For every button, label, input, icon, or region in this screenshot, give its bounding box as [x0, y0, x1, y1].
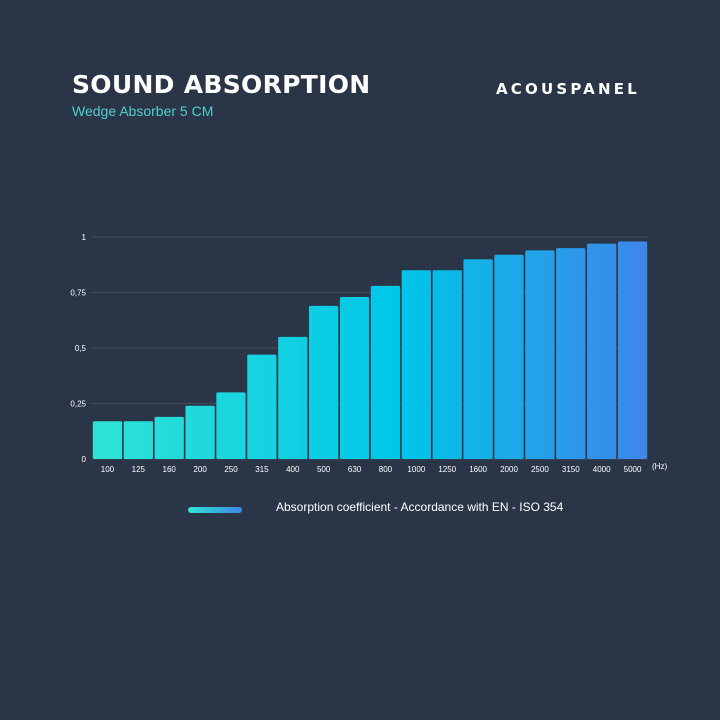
- y-tick-label: 0: [82, 455, 87, 464]
- x-tick-label: 800: [379, 465, 393, 474]
- bar-2500: [525, 250, 555, 459]
- bar-250: [216, 392, 246, 459]
- y-tick-label: 0,25: [70, 400, 86, 409]
- x-tick-label: 1600: [469, 465, 487, 474]
- x-axis-ticks: 100 125 160 200 250 315 400 500 630 800 1000 1250 16…: [101, 465, 642, 474]
- x-tick-label: 3150: [562, 465, 580, 474]
- bars: [92, 241, 648, 459]
- bar-2000: [494, 254, 524, 459]
- x-tick-label: 160: [163, 465, 177, 474]
- x-tick-label: 200: [193, 465, 207, 474]
- grid-lines: [92, 236, 648, 460]
- x-tick-label: 630: [348, 465, 362, 474]
- bar-1250: [432, 270, 462, 459]
- bar-1600: [463, 259, 493, 459]
- x-tick-label: 400: [286, 465, 300, 474]
- x-tick-label: 250: [224, 465, 238, 474]
- x-tick-label: 1000: [407, 465, 425, 474]
- y-tick-label: 0,5: [75, 344, 87, 353]
- x-tick-label: 5000: [624, 465, 642, 474]
- y-tick-label: 1: [82, 233, 87, 242]
- y-tick-label: 0,75: [70, 289, 86, 298]
- x-tick-label: 500: [317, 465, 331, 474]
- x-tick-label: 315: [255, 465, 269, 474]
- bar-5000: [617, 241, 648, 459]
- legend-label: Absorption coefficient - Accordance with…: [276, 500, 564, 514]
- bar-800: [370, 285, 401, 459]
- x-tick-label: 4000: [593, 465, 611, 474]
- x-tick-label: 1250: [438, 465, 456, 474]
- bar-100: [92, 421, 123, 459]
- bar-315: [247, 354, 277, 459]
- chart-subtitle: Wedge Absorber 5 CM: [72, 103, 214, 119]
- x-tick-label: 125: [132, 465, 146, 474]
- bar-200: [185, 405, 215, 459]
- bar-400: [278, 336, 308, 459]
- bar-3150: [556, 248, 586, 459]
- x-tick-label: 2500: [531, 465, 549, 474]
- legend: Absorption coefficient - Accordance with…: [188, 498, 608, 522]
- bar-4000: [587, 243, 617, 459]
- bar-125: [123, 421, 153, 459]
- bar-630: [339, 296, 370, 459]
- legend-swatch: [188, 507, 242, 513]
- bar-1000: [401, 270, 431, 459]
- chart-title: SOUND ABSORPTION: [72, 70, 371, 99]
- x-tick-label: 2000: [500, 465, 518, 474]
- x-axis-unit: (Hz): [652, 462, 667, 471]
- bar-500: [309, 305, 339, 459]
- brand-logo: ACOUSPANEL: [496, 80, 640, 98]
- x-tick-label: 100: [101, 465, 115, 474]
- y-axis-ticks: 0 0,25 0,5 0,75 1: [70, 233, 86, 464]
- bar-160: [154, 416, 184, 459]
